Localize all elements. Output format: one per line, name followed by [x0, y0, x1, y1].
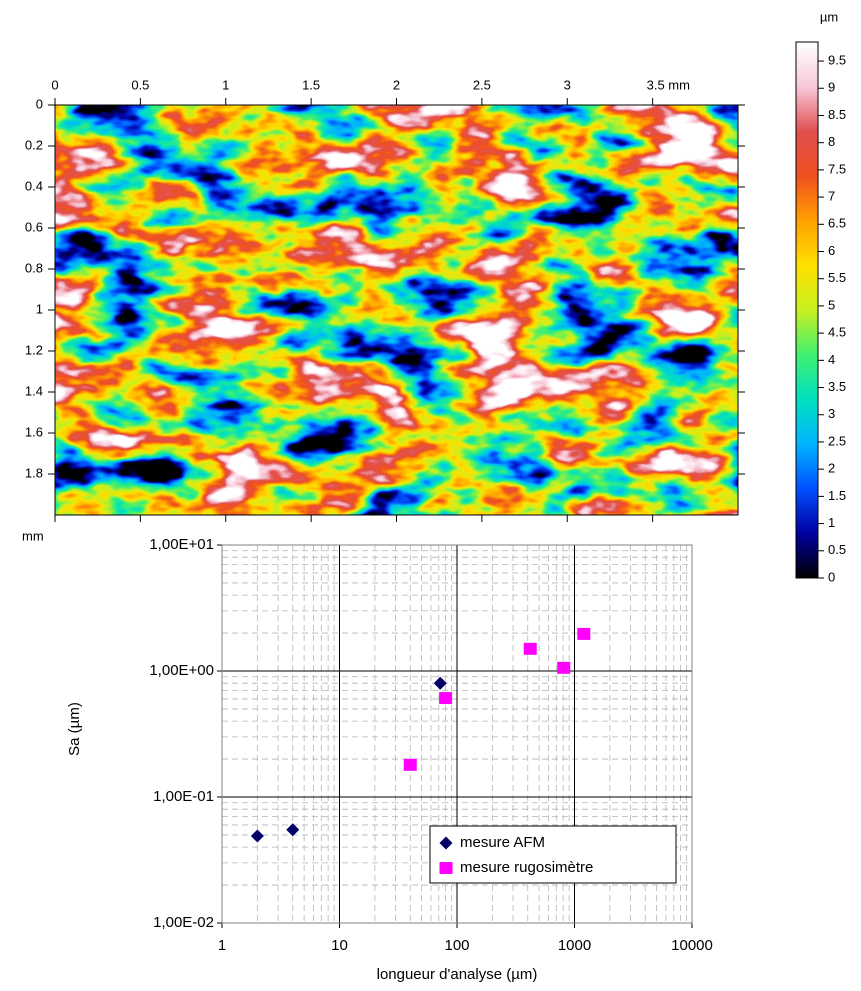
- legend-box: [429, 825, 677, 884]
- point: [577, 627, 591, 640]
- x-tick-label: 1: [218, 937, 226, 954]
- point: [286, 823, 300, 837]
- colorbar-tick-label: 5.5: [828, 270, 846, 285]
- x-tick-label: 3: [564, 77, 571, 92]
- colorbar-tick-label: 8.5: [828, 107, 846, 122]
- plot-frame: [221, 544, 693, 924]
- x-tick-label: 1000: [558, 937, 591, 954]
- colorbar-tick-label: 1.5: [828, 488, 846, 503]
- x-tick-label: 10000: [671, 937, 713, 954]
- legend-label: mesure AFM: [460, 834, 545, 851]
- colorbar-tick-label: 4: [828, 352, 835, 367]
- y-tick-label: 0.4: [25, 178, 43, 193]
- x-tick-label: 2: [393, 77, 400, 92]
- colorbar-tick-label: 6.5: [828, 216, 846, 231]
- y-tick-label: 1,00E+00: [149, 662, 214, 679]
- x-tick-label: 0.5: [131, 77, 149, 92]
- x-tick-label: 1: [222, 77, 229, 92]
- legend-marker: [439, 836, 453, 850]
- y-tick-label: 1,00E-02: [153, 914, 214, 931]
- point: [557, 661, 571, 674]
- x-tick-label: 10: [331, 937, 348, 954]
- point: [439, 692, 453, 705]
- y-tick-label: 1.2: [25, 342, 43, 357]
- colorbar: [795, 41, 819, 579]
- y-tick-label: 1.6: [25, 424, 43, 439]
- y-tick-label: 1,00E+01: [149, 536, 214, 553]
- colorbar-tick-label: 3: [828, 406, 835, 421]
- colorbar-tick-label: 4.5: [828, 325, 846, 340]
- surface-map: [55, 105, 738, 515]
- x-tick-label: 1.5: [302, 77, 320, 92]
- colorbar-tick-label: 6: [828, 243, 835, 258]
- y-unit: mm: [22, 528, 44, 543]
- x-tick-label: 0: [51, 77, 58, 92]
- colorbar-tick-label: 8: [828, 134, 835, 149]
- y-tick-label: 0: [36, 96, 43, 111]
- y-tick-label: 0.2: [25, 137, 43, 152]
- colorbar-tick-label: 1: [828, 515, 835, 530]
- x-axis-title: longueur d'analyse (µm): [377, 966, 538, 983]
- y-tick-label: 0.6: [25, 219, 43, 234]
- colorbar-tick-label: 0.5: [828, 542, 846, 557]
- colorbar-unit: µm: [820, 9, 838, 24]
- y-axis-title: Sa (µm): [66, 702, 83, 756]
- legend-marker: [439, 862, 453, 874]
- y-tick-label: 1: [36, 301, 43, 316]
- colorbar-tick-label: 3.5: [828, 379, 846, 394]
- legend-label: mesure rugosimètre: [460, 859, 593, 876]
- y-tick-label: 1,00E-01: [153, 788, 214, 805]
- y-tick-label: 1.8: [25, 465, 43, 480]
- point: [250, 829, 264, 843]
- point: [433, 676, 447, 690]
- colorbar-tick-label: 9: [828, 80, 835, 95]
- colorbar-tick-label: 5: [828, 297, 835, 312]
- colorbar-tick-label: 2.5: [828, 433, 846, 448]
- colorbar-tick-label: 7: [828, 189, 835, 204]
- y-tick-label: 0.8: [25, 260, 43, 275]
- colorbar-tick-label: 0: [828, 569, 835, 584]
- y-tick-label: 1.4: [25, 383, 43, 398]
- colorbar-tick-label: 9.5: [828, 52, 846, 67]
- x-tick-label: 3.5 mm: [647, 77, 690, 92]
- x-tick-label: 2.5: [473, 77, 491, 92]
- colorbar-tick-label: 7.5: [828, 161, 846, 176]
- point: [523, 642, 537, 655]
- x-tick-label: 100: [444, 937, 469, 954]
- point: [403, 758, 417, 771]
- colorbar-tick-label: 2: [828, 461, 835, 476]
